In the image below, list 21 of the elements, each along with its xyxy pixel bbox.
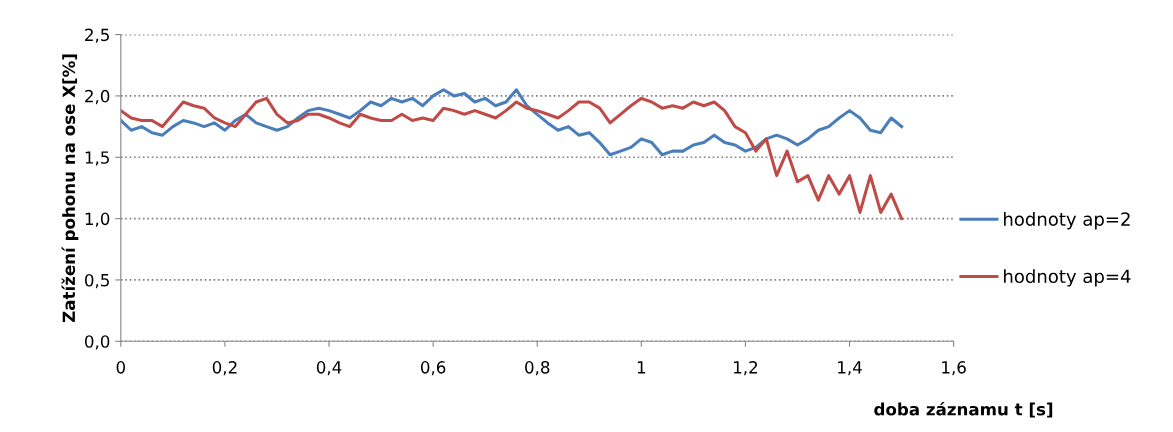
y-tick-label: 0,0 xyxy=(85,335,110,350)
x-tick-label: 0,4 xyxy=(316,361,342,376)
y-tick-label: 1,5 xyxy=(85,151,109,166)
line-series xyxy=(120,88,904,157)
x-tick-label: 1,2 xyxy=(734,361,758,376)
legend-label: hodnoty ap=4 xyxy=(1004,269,1131,287)
x-axis-title: doba záznamu t [s] xyxy=(874,401,1053,418)
y-tick-label: 2,0 xyxy=(85,89,110,105)
x-tick-label: 1,4 xyxy=(838,361,862,376)
x-tick-label: 0,2 xyxy=(212,361,237,376)
y-axis-title: Zatížení pohonu na ose X[%] xyxy=(61,54,79,323)
x-tick-label: 1,6 xyxy=(942,361,966,376)
y-tick-label: 0,5 xyxy=(85,273,109,289)
y-tick-label: 2,5 xyxy=(85,28,109,43)
line-series xyxy=(120,96,904,221)
y-tick-label: 1,0 xyxy=(85,212,110,227)
x-tick-label: 0 xyxy=(116,361,126,374)
x-tick-label: 1 xyxy=(637,361,646,374)
x-tick-label: 0,8 xyxy=(525,361,550,376)
legend-label: hodnoty ap=2 xyxy=(1004,211,1130,230)
x-tick-label: 0,6 xyxy=(420,361,446,376)
